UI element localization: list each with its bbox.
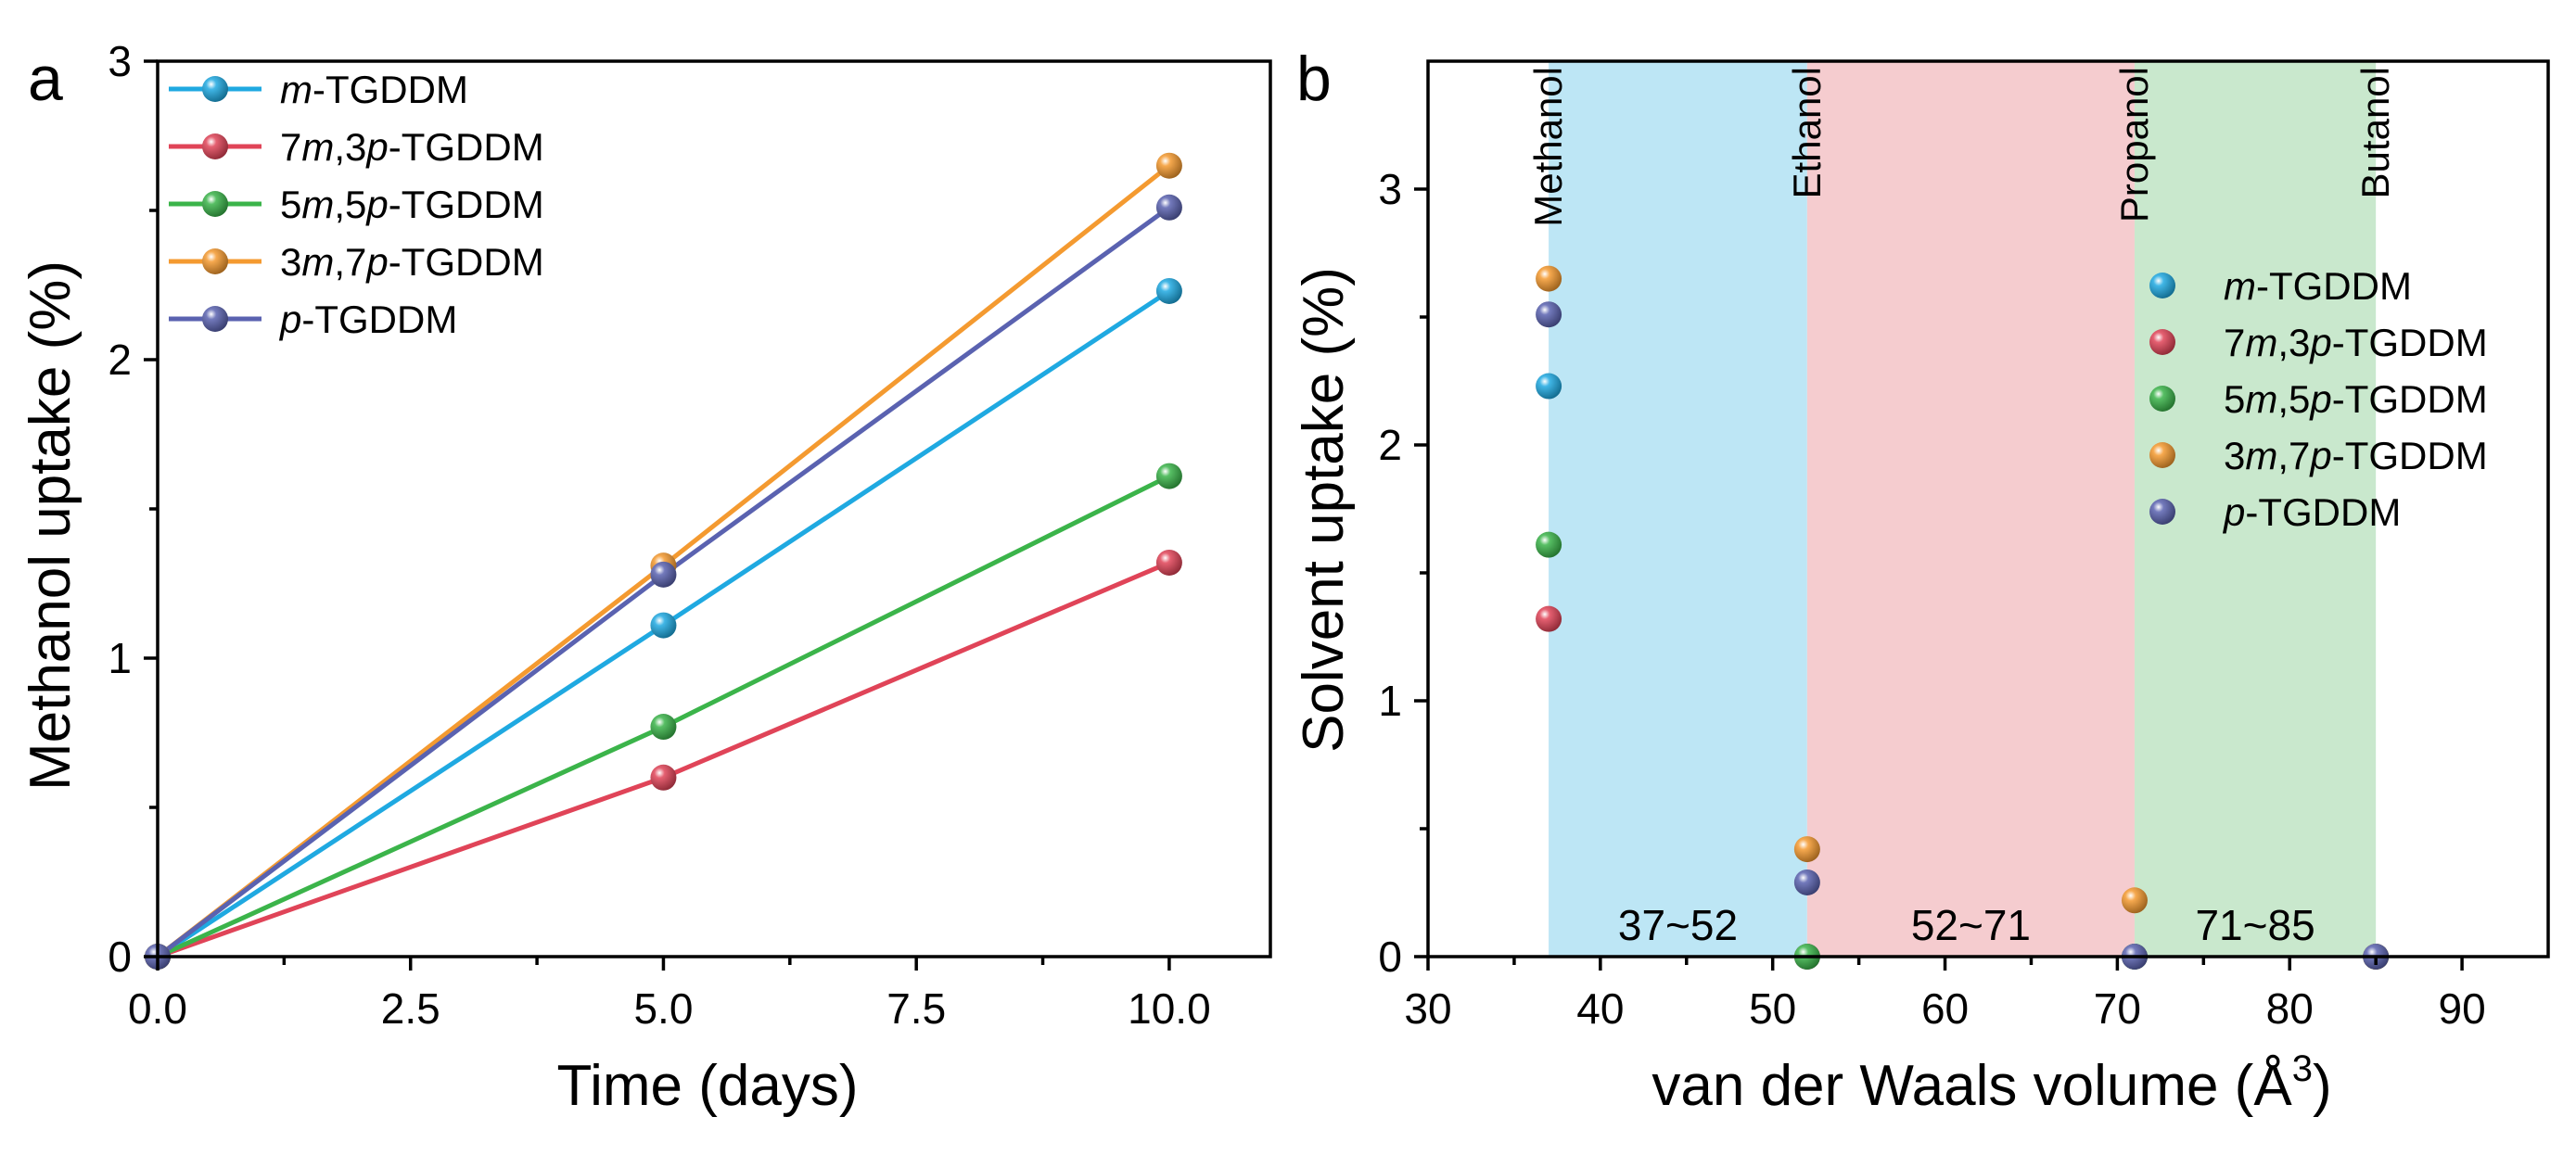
panel-a-legend-label: m-TGDDM (280, 68, 468, 111)
panel-b-axes: 30 40 50 60 70 80 90 0 1 2 3 (1378, 59, 2550, 1033)
panel-b-legend-marker (2149, 442, 2175, 468)
panel-b-x-axis-title: van der Waals volume (Å3) (1651, 1048, 2331, 1118)
panel-a-data-point (650, 612, 677, 639)
panel-b-legend-label: 3m,7p-TGDDM (2224, 434, 2488, 477)
panel-b-y-tick-label: 0 (1378, 933, 1402, 981)
panel-a-legend-marker (202, 306, 228, 332)
panel-a-legend-label: 7m,3p-TGDDM (280, 125, 544, 169)
panel-b-data-point (1536, 373, 1562, 400)
panel-a-y-tick-label: 2 (108, 336, 132, 384)
panel-a-y-tick-label: 0 (108, 933, 132, 981)
panel-b-data-point (1536, 605, 1562, 632)
panel-b-x-tick-label: 30 (1404, 984, 1451, 1033)
panel-a-legend-marker (202, 76, 228, 102)
panel-b-data-point (1793, 836, 1820, 863)
panel-b-x-tick-label: 90 (2438, 984, 2485, 1033)
panel-b-solvent-label: Ethanol (1785, 67, 1829, 198)
panel-a-x-tick-label: 0.0 (128, 984, 187, 1033)
panel-b-legend: m-TGDDM 7m,3p-TGDDM 5m,5p-TGDDM 3m,7p-TGDDM… (2149, 264, 2488, 534)
panel-b-y-axis-title: Solvent uptake (%) (1292, 267, 1356, 753)
panel-b-band-label: 37~52 (1618, 901, 1738, 949)
panel-a-data-point (650, 764, 677, 791)
panel-b-legend-marker (2149, 273, 2175, 298)
panel-b-band-label: 71~85 (2195, 901, 2315, 949)
panel-a-x-tick-label: 10.0 (1128, 984, 1211, 1033)
panel-b-legend-label: 5m,5p-TGDDM (2224, 377, 2488, 421)
panel-a-x-axis-title: Time (days) (557, 1054, 859, 1118)
panel-a-legend-marker (202, 133, 228, 159)
panel-a-axes: 0.0 2.5 5.0 7.5 10.0 0 1 2 3 (108, 37, 1272, 1033)
panel-a-y-axis-title: Methanol uptake (%) (19, 260, 83, 791)
panel-a-legend-label: 3m,7p-TGDDM (280, 240, 544, 284)
panel-a-chart: a 0.0 2.5 5.0 7.5 10.0 0 1 2 3 Time (days) Metha… (19, 37, 1272, 1118)
panel-b-data-point (1793, 869, 1820, 895)
panel-b-data-point (1536, 531, 1562, 558)
panel-a-data-point (1155, 277, 1182, 304)
panel-a-legend-marker (202, 248, 228, 274)
panel-letter-a: a (28, 44, 63, 114)
panel-b-x-tick-label: 80 (2266, 984, 2314, 1033)
panel-a-data-point (1155, 152, 1182, 179)
panel-b-y-tick-label: 1 (1378, 677, 1402, 725)
panel-b-band (1549, 61, 1807, 957)
panel-b-y-tick-label: 2 (1378, 421, 1402, 469)
panel-b-legend-marker (2149, 386, 2175, 412)
panel-b-solvent-label: Propanol (2112, 67, 2156, 222)
panel-b-x-tick-label: 60 (1921, 984, 1969, 1033)
panel-a-x-tick-label: 2.5 (381, 984, 440, 1033)
panel-b-band-label: 52~71 (1911, 901, 2031, 949)
panel-b-data-point (1536, 301, 1562, 328)
panel-b-chart: b 37~52 52~71 71~85 Methanol Ethanol Propanol… (1292, 44, 2550, 1118)
panel-a-x-tick-label: 5.0 (633, 984, 693, 1033)
panel-b-data-point (2121, 887, 2148, 914)
panel-b-y-tick-label: 3 (1378, 165, 1402, 213)
panel-b-axis-frame (1426, 59, 2550, 958)
panel-a-data-point (1155, 194, 1182, 221)
panel-b-legend-label: m-TGDDM (2224, 264, 2412, 308)
panel-b-solvent-label: Methanol (1526, 67, 1570, 227)
panel-a-legend-marker (202, 191, 228, 217)
panel-a-legend-label: 5m,5p-TGDDM (280, 183, 544, 226)
panel-a-y-tick-label: 3 (108, 37, 132, 85)
panel-a-data-point (650, 714, 677, 741)
panel-a-legend-label: p-TGDDM (278, 298, 457, 341)
panel-letter-b: b (1296, 44, 1332, 114)
panel-b-band (1806, 61, 2135, 957)
panel-a-data-point (1155, 549, 1182, 576)
panel-b-x-tick-label: 70 (2094, 984, 2141, 1033)
panel-b-x-tick-label: 50 (1749, 984, 1796, 1033)
panel-b-legend-label: p-TGDDM (2222, 490, 2401, 534)
panel-a-legend: m-TGDDM 7m,3p-TGDDM 5m,5p-TGDDM 3m,7p-TGDDM… (169, 68, 544, 341)
panel-b-solvent-label: Butanol (2353, 67, 2397, 198)
panel-a-y-tick-label: 1 (108, 634, 132, 682)
panel-b-legend-label: 7m,3p-TGDDM (2224, 321, 2488, 364)
panel-b-legend-marker (2149, 499, 2175, 525)
panel-a-data-point (1155, 463, 1182, 489)
panel-b-x-tick-label: 40 (1576, 984, 1624, 1033)
panel-a-x-tick-label: 7.5 (886, 984, 946, 1033)
panel-b-data-point (1536, 265, 1562, 292)
panel-b-legend-marker (2149, 329, 2175, 355)
panel-a-data-point (650, 561, 677, 588)
